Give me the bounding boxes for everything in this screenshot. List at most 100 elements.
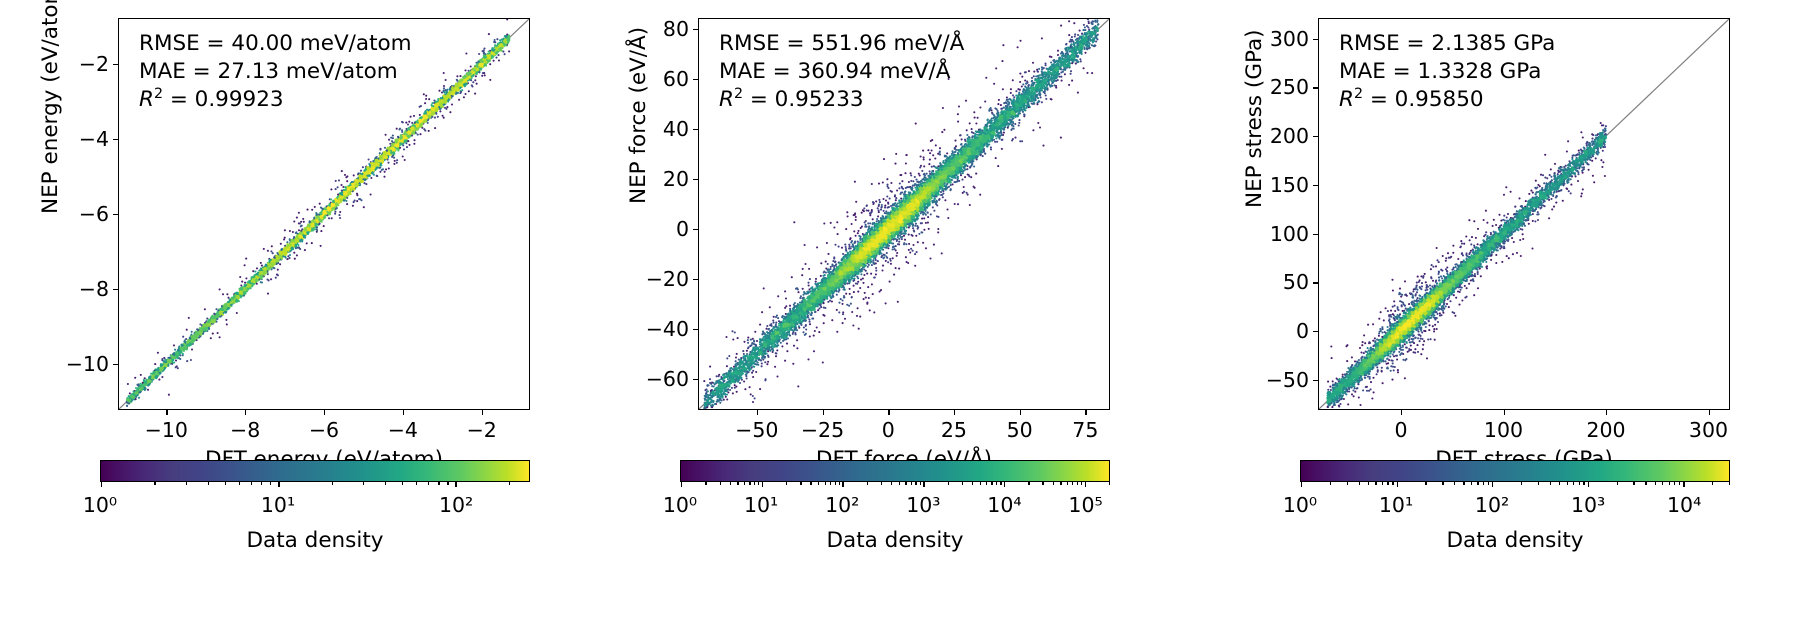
colorbar-minor-tick <box>1375 481 1377 485</box>
colorbar-minor-tick <box>185 481 187 485</box>
colorbar-title-stress: Data density <box>1447 528 1584 553</box>
colorbar-minor-tick <box>508 481 511 485</box>
colorbar-minor-tick <box>1052 481 1054 485</box>
x-tick-label: 200 <box>1586 420 1625 441</box>
y-tick <box>113 289 119 291</box>
x-tick <box>402 409 405 415</box>
colorbar-minor-tick <box>866 481 869 485</box>
colorbar-minor-tick <box>1645 481 1647 485</box>
colorbar-tick <box>1084 481 1086 487</box>
y-tick-label: −50 <box>1266 369 1309 391</box>
y-tick <box>1313 379 1319 382</box>
colorbar-tick-label: 10⁰ <box>1283 493 1317 517</box>
r2-exponent: 2 <box>154 86 163 102</box>
colorbar-tick-label: 10¹ <box>744 493 778 517</box>
colorbar-tick-label: 10² <box>825 493 859 517</box>
colorbar-tick <box>842 481 844 487</box>
scatter-points <box>1326 121 1608 409</box>
colorbar-minor-tick <box>979 481 981 485</box>
y-tick-label: −8 <box>79 279 109 300</box>
colorbar-minor-tick <box>384 481 387 485</box>
colorbar-minor-tick <box>834 481 836 485</box>
colorbar-minor-tick <box>1081 481 1083 485</box>
colorbar-minor-tick <box>1367 481 1370 485</box>
y-tick <box>1313 184 1319 187</box>
axes-force: RMSE = 551.96 meV/Å MAE = 360.94 meV/Å R… <box>646 18 1110 472</box>
colorbar-tick <box>455 481 457 487</box>
colorbar-minor-tick <box>800 481 802 485</box>
colorbar-tick <box>1683 481 1685 487</box>
r2-value: = 0.95233 <box>743 87 864 112</box>
x-tick-label: 25 <box>941 420 967 441</box>
colorbar-tick-label: 10¹ <box>261 493 295 517</box>
y-axis-title-energy: NEP energy (eV/atom) <box>38 0 63 214</box>
y-tick-label: −2 <box>79 54 109 75</box>
x-tick-label: 75 <box>1072 420 1098 441</box>
colorbar-tick <box>1003 481 1006 487</box>
x-tick <box>1019 409 1021 415</box>
r2-exponent: 2 <box>1354 86 1363 102</box>
x-tick <box>888 409 890 415</box>
colorbar-minor-tick <box>1042 481 1044 485</box>
colorbar-minor-tick <box>1549 481 1552 485</box>
mae-text: MAE = 1.3328 GPa <box>1339 58 1555 86</box>
y-tick-label: 50 <box>1283 272 1309 293</box>
panel-energy: RMSE = 40.00 meV/atom MAE = 27.13 meV/at… <box>0 0 600 630</box>
y-tick <box>1313 233 1319 235</box>
r2-value: = 0.99923 <box>163 87 284 112</box>
colorbar-minor-tick <box>250 481 253 485</box>
colorbar-minor-tick <box>1487 481 1490 485</box>
colorbar-tick-label: 10⁰ <box>663 493 697 517</box>
colorbar-tick-label: 10⁴ <box>987 493 1021 517</box>
colorbar-minor-tick <box>838 481 841 485</box>
colorbar-tick <box>1587 481 1590 487</box>
x-tick <box>1708 409 1710 415</box>
y-tick <box>693 229 699 231</box>
x-tick-label: −8 <box>230 420 260 441</box>
x-tick <box>481 409 483 415</box>
colorbar-minor-tick <box>986 481 988 485</box>
y-tick <box>1313 136 1319 138</box>
colorbar-minor-tick <box>1633 481 1635 485</box>
y-tick-label: 200 <box>1270 126 1309 147</box>
colorbar-gradient-energy <box>100 460 530 487</box>
x-tick <box>166 409 168 415</box>
x-tick-label: −2 <box>467 420 497 441</box>
colorbar-minor-tick <box>1000 481 1002 485</box>
y-axis-title-force: NEP force (eV/Å) <box>626 27 651 204</box>
x-tick <box>1503 409 1505 415</box>
r2-text: R2 = 0.99923 <box>139 86 412 114</box>
colorbar-minor-tick <box>1477 481 1479 485</box>
x-tick-label: −6 <box>309 420 339 441</box>
x-tick-label: 0 <box>882 420 895 441</box>
colorbar-minor-tick <box>1583 481 1585 485</box>
colorbar-minor-tick <box>1616 481 1618 485</box>
y-tick-label: −40 <box>646 319 689 340</box>
colorbar-minor-tick <box>1076 481 1079 485</box>
colorbar-minor-tick <box>919 481 921 485</box>
y-tick-label: 150 <box>1270 174 1309 196</box>
x-tick-label: 100 <box>1484 420 1523 441</box>
colorbar-minor-tick <box>428 481 430 485</box>
colorbar-minor-tick <box>737 481 739 485</box>
r2-text: R2 = 0.95850 <box>1339 86 1555 114</box>
colorbar-minor-tick <box>438 481 440 485</box>
colorbar-minor-tick <box>1346 481 1348 485</box>
y-tick <box>693 279 699 281</box>
colorbar-minor-tick <box>810 481 812 485</box>
colorbar-minor-tick <box>207 481 209 485</box>
colorbar-tick-label: 10³ <box>906 493 940 517</box>
colorbar-minor-tick <box>1072 481 1074 485</box>
colorbar-minor-tick <box>1442 481 1444 485</box>
colorbar-minor-tick <box>753 481 756 485</box>
scatter-points <box>125 19 511 408</box>
y-tick-label: 60 <box>663 69 689 90</box>
colorbar-minor-tick <box>991 481 993 485</box>
colorbar-minor-tick <box>402 481 404 485</box>
colorbar-minor-tick <box>1679 481 1681 485</box>
y-tick-label: −10 <box>66 354 109 375</box>
y-tick-label: −4 <box>79 129 109 150</box>
colorbar-minor-tick <box>1520 481 1523 485</box>
y-tick-label: −60 <box>646 369 689 390</box>
